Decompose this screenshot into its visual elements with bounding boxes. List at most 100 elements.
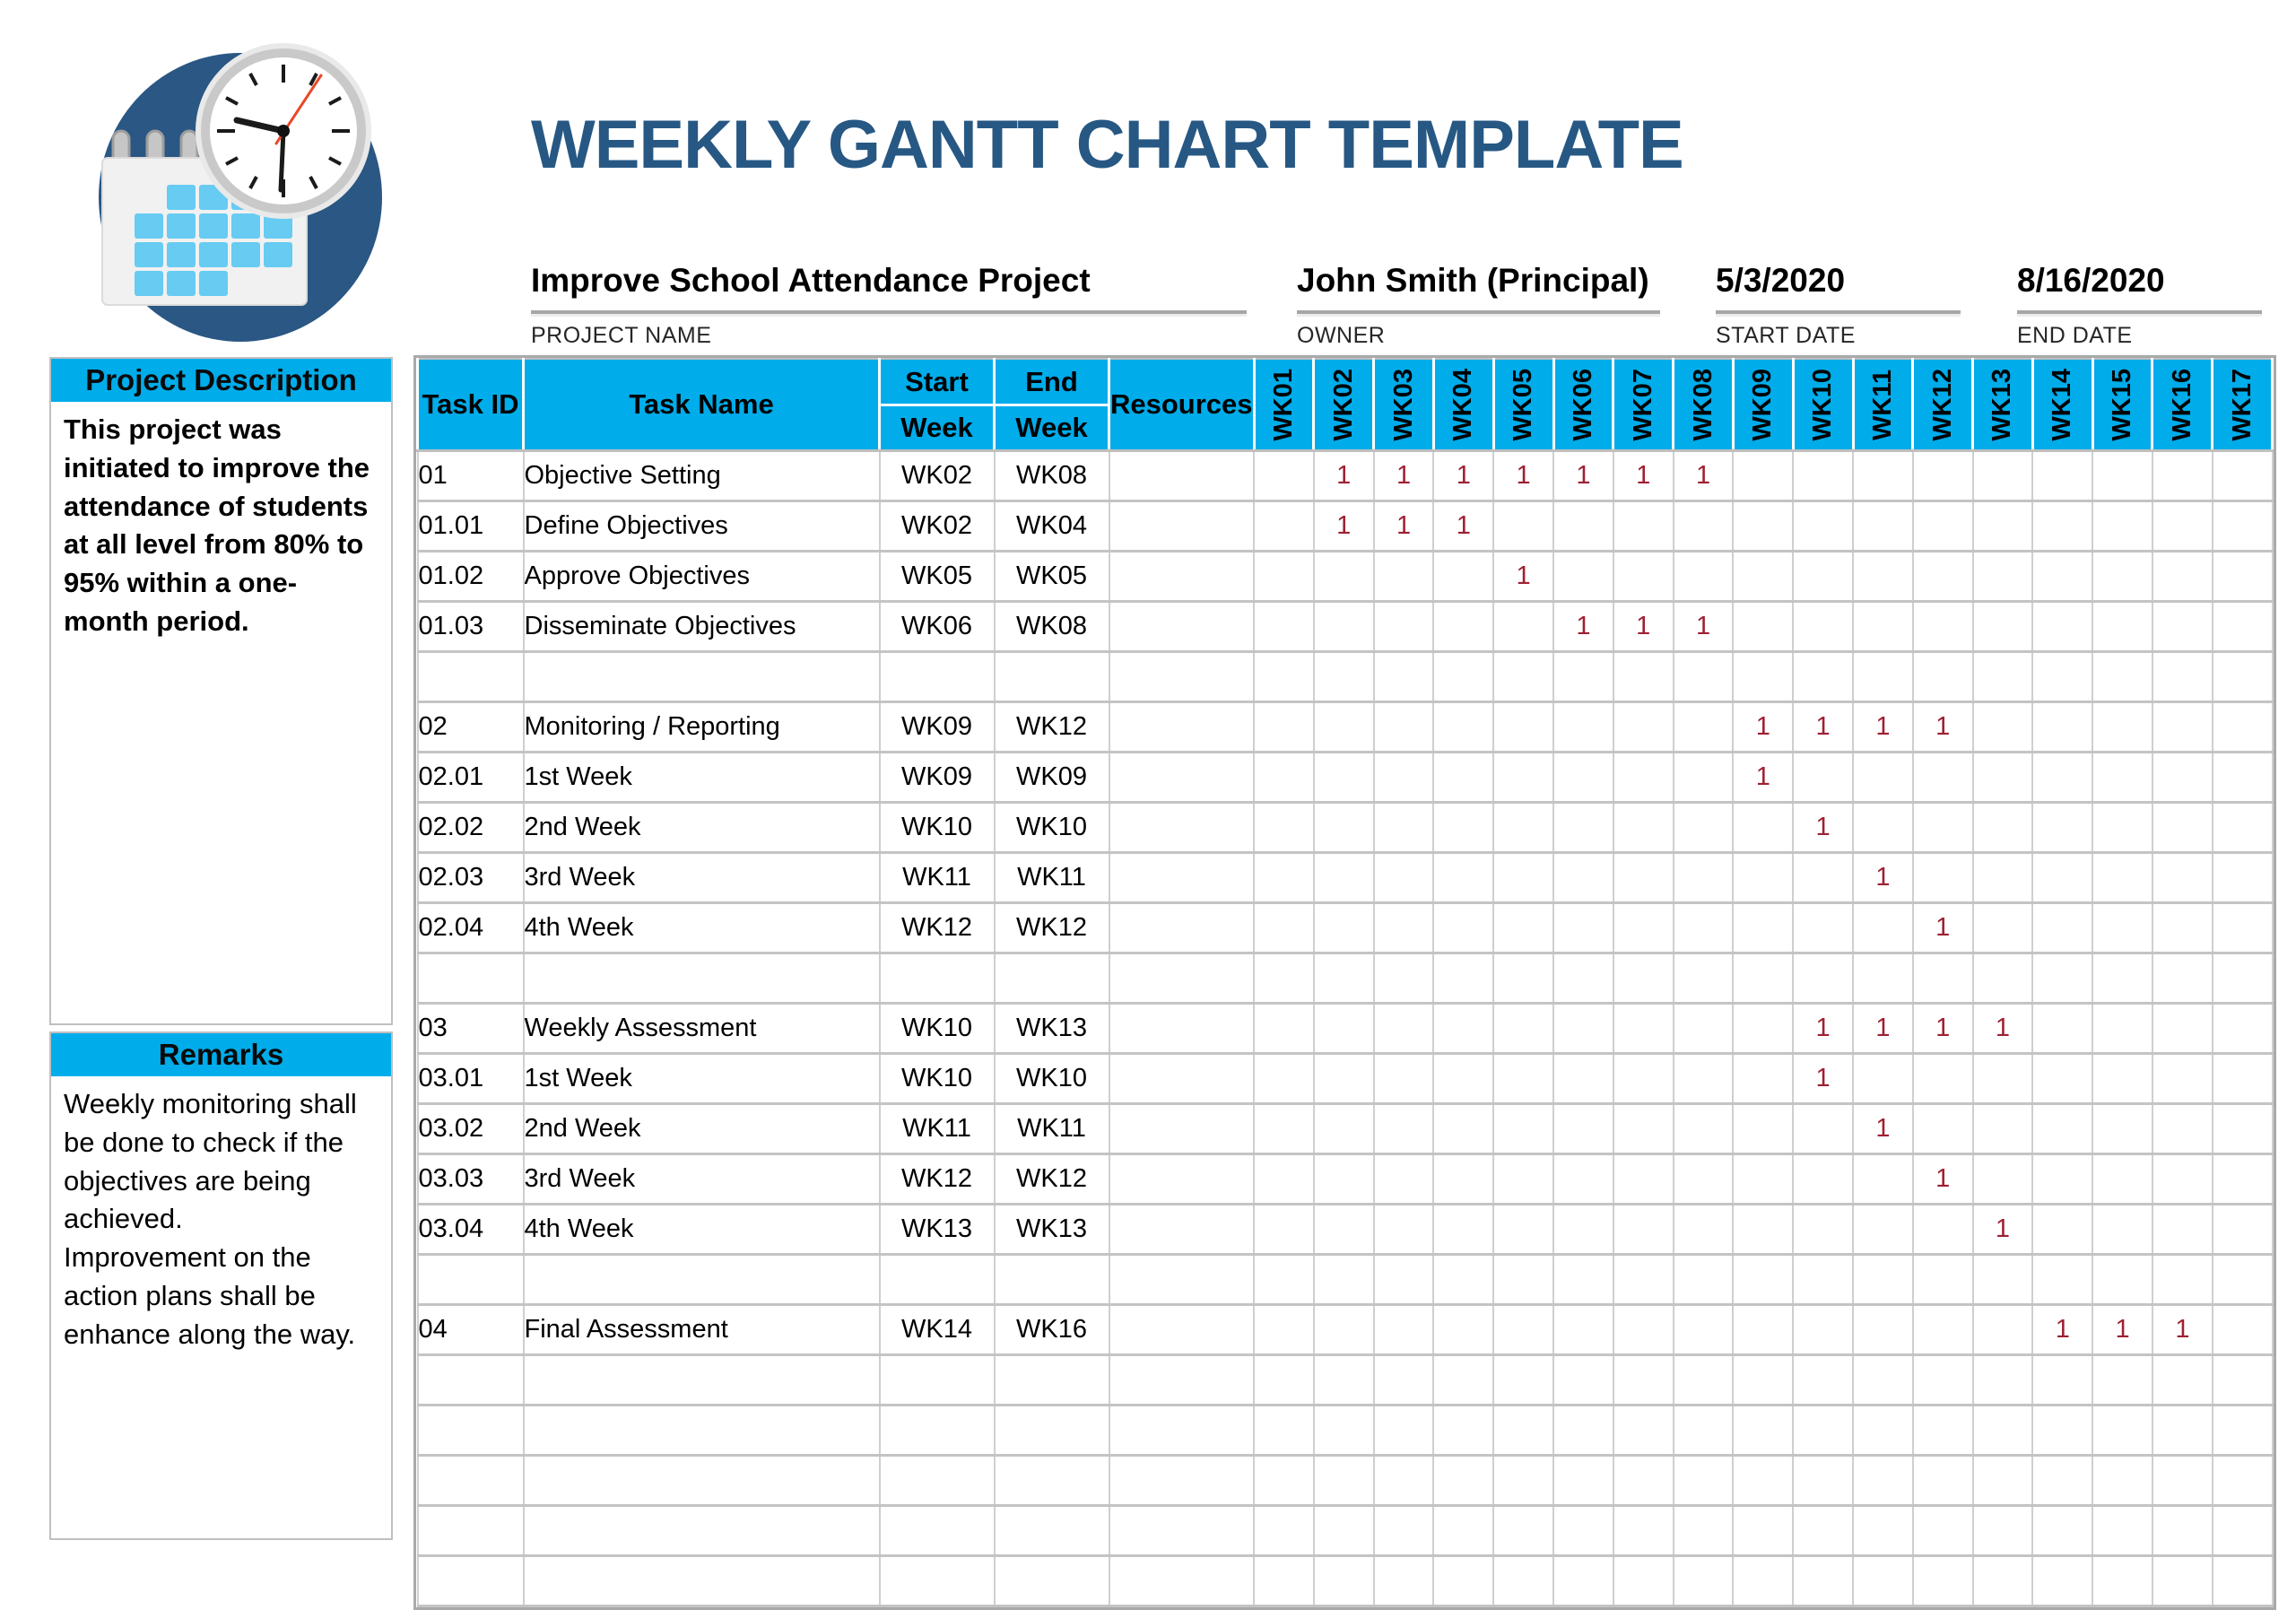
week-cell: [1492, 952, 1555, 1005]
week-cell: [2031, 1203, 2094, 1256]
task-id-cell: 01.02: [416, 550, 525, 603]
task-id-cell: 02: [416, 701, 525, 753]
week-cell: [2092, 1102, 2153, 1155]
task-id-cell: 02.03: [416, 851, 525, 904]
gantt-bar-cell: 1: [1372, 449, 1435, 502]
gantt-bar-cell: 1: [1852, 701, 1914, 753]
week-cell: [1492, 1102, 1555, 1155]
week-cell: [2092, 650, 2153, 703]
week-cell: [2031, 600, 2094, 653]
week-cell: [1432, 1203, 1495, 1256]
week-cell: [2031, 1353, 2094, 1406]
week-cell: [1372, 1002, 1435, 1055]
task-row: [416, 1554, 2274, 1607]
week-cell: [1612, 1002, 1674, 1055]
start-week-cell: [878, 1404, 996, 1457]
week-cell: [2151, 952, 2213, 1005]
week-cell: [1672, 650, 1735, 703]
task-name-cell: Define Objectives: [522, 500, 881, 553]
calendar-clock-logo: [99, 43, 382, 342]
week-cell: [1911, 600, 1974, 653]
start-week-cell: [878, 952, 996, 1005]
task-id-cell: 03.03: [416, 1153, 525, 1205]
resources-cell: [1108, 1203, 1256, 1256]
task-row: 04 Final Assessment WK14 WK16 1 1 1: [416, 1303, 2274, 1356]
start-week-cell: WK12: [878, 1153, 996, 1205]
resources-cell: [1108, 1554, 1256, 1607]
end-week-cell: WK11: [993, 851, 1110, 904]
end-week-cell: [993, 1353, 1110, 1406]
week-cell: [1253, 1454, 1315, 1507]
week-cell: [1732, 1052, 1795, 1105]
task-row: 01.01 Define Objectives WK02 WK04 1 1 1: [416, 500, 2274, 553]
week-cell: [2031, 1554, 2094, 1607]
week-cell: [1492, 600, 1555, 653]
week-cell: [1552, 1554, 1614, 1607]
week-cell: [1792, 1153, 1854, 1205]
remarks-box: Remarks Weekly monitoring shall be done …: [49, 1031, 393, 1540]
week-cell: [1552, 1504, 1614, 1557]
week-cell: [2151, 1454, 2213, 1507]
week-cell: [2031, 1253, 2094, 1306]
task-name-cell: [522, 1504, 881, 1557]
week-cell: [1852, 1404, 1914, 1457]
start-week-cell: [878, 1353, 996, 1406]
end-week-cell: WK09: [993, 751, 1110, 804]
week-cell: [2031, 1454, 2094, 1507]
week-cell: [1672, 1303, 1735, 1356]
week-cell: [1732, 1554, 1795, 1607]
table-header-row: Task ID Task Name Start Week End Week: [416, 358, 2274, 452]
week-cell: [2031, 901, 2094, 954]
gantt-bar-cell: 1: [1312, 449, 1375, 502]
week-cell: [1612, 1454, 1674, 1507]
week-cell: [1911, 500, 1974, 553]
clock-icon: [196, 43, 371, 219]
week-cell: [1732, 952, 1795, 1005]
week-cell: [1672, 1002, 1735, 1055]
task-name-cell: 2nd Week: [522, 1102, 881, 1155]
week-cell: [1732, 1153, 1795, 1205]
task-row: [416, 1404, 2274, 1457]
week-cell: [1492, 1504, 1555, 1557]
week-cell: [1432, 1504, 1495, 1557]
week-cell: [1792, 1253, 1854, 1306]
week-cell: [1372, 650, 1435, 703]
week-cell: [2031, 952, 2094, 1005]
week-cell: [1432, 1002, 1495, 1055]
week-header-wk08: WK08: [1672, 358, 1735, 452]
week-cell: [1971, 650, 2034, 703]
week-cell: [2092, 1554, 2153, 1607]
week-cell: [1312, 1102, 1375, 1155]
week-cell: [1612, 1303, 1674, 1356]
week-cell: [1312, 600, 1375, 653]
week-cell: [1492, 1554, 1555, 1607]
start-week-cell: WK10: [878, 801, 996, 854]
week-cell: [1732, 1002, 1795, 1055]
week-header-wk17: WK17: [2211, 358, 2274, 452]
gantt-bar-cell: 1: [1312, 500, 1375, 553]
week-cell: [2211, 701, 2274, 753]
week-cell: [1372, 600, 1435, 653]
week-cell: [1971, 449, 2034, 502]
week-cell: [1732, 1504, 1795, 1557]
week-cell: [1792, 901, 1854, 954]
week-cell: [1492, 851, 1555, 904]
gantt-bar-cell: 1: [1432, 500, 1495, 553]
week-cell: [2092, 851, 2153, 904]
week-cell: [1492, 1353, 1555, 1406]
week-cell: [2092, 1353, 2153, 1406]
week-cell: [1552, 1253, 1614, 1306]
end-week-cell: WK12: [993, 701, 1110, 753]
week-header-wk16: WK16: [2151, 358, 2214, 452]
task-name-cell: [522, 1554, 881, 1607]
task-row: [416, 1253, 2274, 1306]
start-week-cell: [878, 1554, 996, 1607]
week-cell: [1852, 751, 1914, 804]
week-cell: [1312, 1504, 1375, 1557]
week-cell: [1732, 1454, 1795, 1507]
task-id-cell: 02.04: [416, 901, 525, 954]
resources-cell: [1108, 801, 1256, 854]
week-cell: [2211, 1052, 2274, 1105]
gantt-bar-cell: 1: [2092, 1303, 2153, 1356]
week-cell: [1792, 1454, 1854, 1507]
